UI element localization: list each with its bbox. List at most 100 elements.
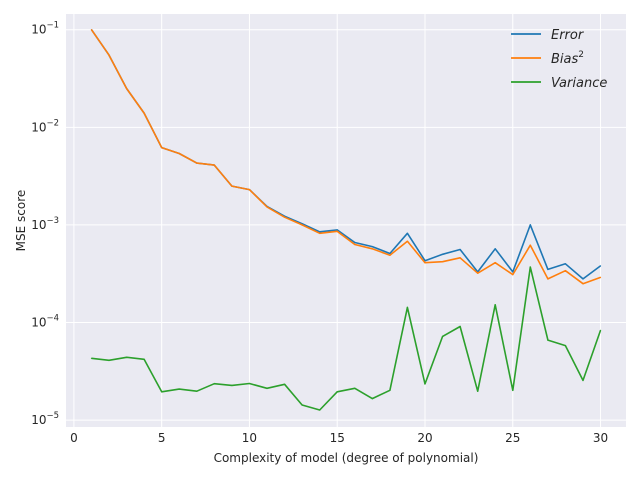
data-point-error	[459, 248, 461, 251]
data-point-bias	[319, 232, 321, 234]
data-point-variance	[582, 379, 584, 381]
data-point-bias	[161, 147, 163, 149]
y-tick-exponent: −4	[46, 314, 59, 324]
data-point-bias	[477, 272, 479, 274]
data-point-variance	[336, 391, 338, 393]
data-point-error	[336, 229, 338, 231]
x-tick-label: 20	[417, 431, 432, 445]
y-tick-label: 10−2	[31, 118, 59, 134]
data-point-variance	[389, 389, 391, 391]
data-point-bias	[248, 189, 250, 191]
y-tick-base: 10	[31, 316, 46, 330]
data-point-error	[547, 268, 549, 270]
data-point-error	[582, 278, 584, 280]
data-point-bias	[529, 244, 531, 246]
data-point-bias	[599, 276, 602, 278]
y-axis-ticks: 10−510−410−310−210−1	[31, 21, 59, 427]
x-tick-label: 0	[70, 431, 78, 445]
data-point-bias	[424, 262, 426, 264]
legend: Error Bias2 Variance	[511, 28, 607, 91]
y-tick-label: 10−3	[31, 216, 59, 232]
data-point-variance	[178, 388, 180, 390]
data-point-error	[406, 232, 408, 234]
data-point-variance	[301, 404, 303, 406]
series-line-bias	[90, 29, 601, 285]
data-point-variance	[547, 339, 549, 341]
data-point-variance	[90, 357, 93, 359]
data-point-bias	[547, 278, 549, 280]
series-variance	[90, 266, 602, 411]
data-point-bias	[494, 262, 496, 264]
data-point-variance	[442, 335, 444, 337]
x-tick-label: 25	[505, 431, 520, 445]
y-tick-exponent: −3	[46, 216, 59, 226]
data-point-bias	[301, 224, 303, 226]
data-point-variance	[126, 356, 128, 358]
y-tick-label: 10−4	[31, 314, 59, 330]
data-point-error	[599, 265, 602, 267]
x-tick-label: 5	[158, 431, 166, 445]
data-point-bias	[143, 112, 145, 114]
data-point-variance	[213, 383, 215, 385]
data-point-variance	[371, 398, 373, 400]
data-point-variance	[196, 390, 198, 392]
series-bias	[90, 29, 602, 285]
legend-item-variance: Variance	[511, 76, 607, 91]
x-tick-label: 10	[242, 431, 257, 445]
data-point-variance	[319, 409, 321, 411]
data-point-error	[529, 224, 531, 226]
data-point-bias	[371, 248, 373, 250]
y-axis-label: MSE score	[14, 190, 28, 252]
data-point-bias	[126, 87, 128, 90]
data-point-variance	[494, 304, 496, 306]
data-point-bias	[108, 54, 110, 56]
data-point-variance	[599, 329, 602, 331]
x-axis-ticks: 0 5 10 15 20 25 30	[70, 431, 608, 445]
data-point-variance	[284, 383, 286, 385]
x-tick-label: 15	[330, 431, 345, 445]
y-tick-base: 10	[31, 218, 46, 232]
data-point-variance	[512, 389, 514, 391]
legend-label-superscript: 2	[578, 50, 584, 60]
data-point-bias	[90, 29, 93, 31]
data-point-variance	[564, 345, 567, 347]
legend-label-name: Error	[551, 28, 585, 43]
data-point-variance	[477, 390, 479, 392]
data-point-error	[512, 271, 514, 273]
y-tick-base: 10	[31, 23, 46, 37]
data-point-variance	[266, 387, 268, 389]
data-point-error	[319, 231, 321, 233]
data-point-error	[442, 253, 444, 255]
plot-background	[66, 14, 626, 427]
x-axis-label: Complexity of model (degree of polynomia…	[214, 451, 479, 465]
y-tick-base: 10	[31, 120, 46, 134]
series-line-variance	[91, 266, 602, 411]
data-point-error	[354, 241, 356, 244]
data-point-bias	[284, 216, 286, 218]
data-point-bias	[582, 283, 584, 285]
data-point-bias	[354, 243, 356, 246]
data-point-bias	[336, 230, 338, 232]
data-point-bias	[213, 164, 215, 166]
data-point-variance	[248, 382, 250, 385]
data-point-variance	[161, 391, 163, 393]
y-tick-base: 10	[31, 413, 46, 427]
data-point-bias	[564, 270, 567, 272]
legend-label: Variance	[551, 76, 607, 91]
data-point-bias	[512, 274, 514, 276]
data-point-error	[564, 263, 567, 265]
data-point-variance	[459, 325, 461, 328]
data-point-bias	[196, 162, 198, 164]
legend-label-name: Bias	[551, 52, 578, 67]
legend-label: Error	[551, 28, 585, 43]
series-layer	[90, 29, 602, 411]
legend-label-name: Variance	[551, 76, 607, 91]
data-point-error	[389, 252, 391, 255]
data-point-bias	[459, 257, 461, 259]
x-tick-label: 30	[593, 431, 608, 445]
data-point-bias	[442, 261, 444, 263]
y-tick-exponent: −5	[46, 411, 59, 421]
y-tick-exponent: −2	[46, 118, 59, 128]
data-point-bias	[178, 152, 180, 155]
